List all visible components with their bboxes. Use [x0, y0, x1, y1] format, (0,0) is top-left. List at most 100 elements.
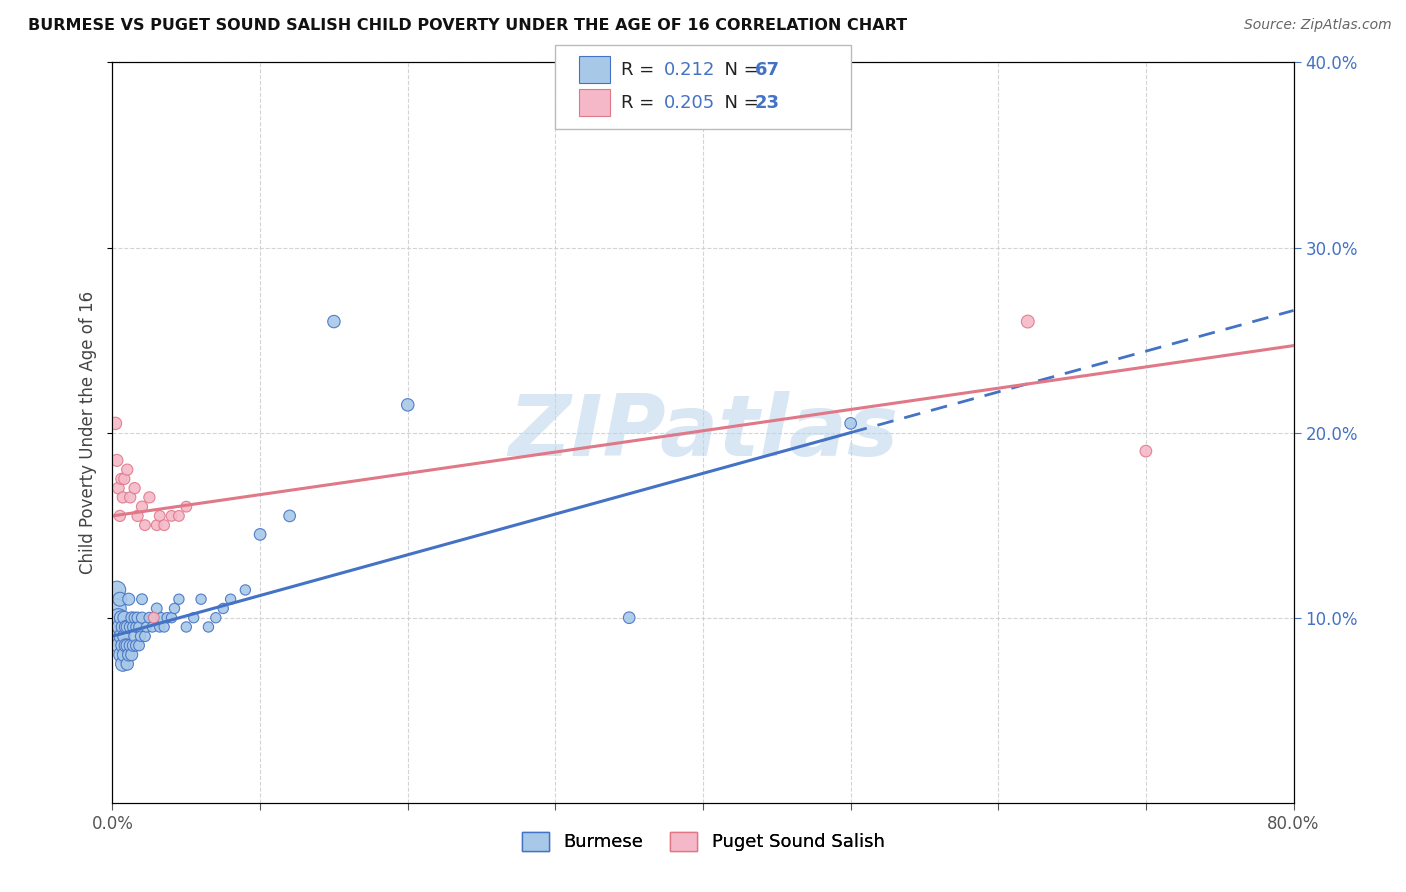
Text: 0.205: 0.205 [664, 94, 714, 112]
Point [105, 453, 128, 467]
Point [156, 610, 179, 624]
Point [127, 610, 149, 624]
Point [1135, 444, 1157, 458]
Point [112, 472, 135, 486]
Point [167, 508, 190, 523]
Point [146, 601, 169, 615]
Text: N =: N = [713, 61, 765, 78]
Point [111, 620, 134, 634]
Point [128, 639, 150, 653]
Text: BURMESE VS PUGET SOUND SALISH CHILD POVERTY UNDER THE AGE OF 16 CORRELATION CHAR: BURMESE VS PUGET SOUND SALISH CHILD POVE… [28, 18, 907, 33]
Point [111, 639, 134, 653]
Point [118, 592, 141, 607]
Point [134, 518, 156, 533]
Point [146, 518, 169, 533]
Point [110, 648, 132, 662]
Point [110, 472, 132, 486]
Point [127, 508, 149, 523]
Point [124, 481, 146, 495]
Point [839, 417, 862, 431]
Point [131, 610, 153, 624]
Point [138, 491, 160, 505]
Point [104, 417, 127, 431]
Point [117, 462, 138, 476]
Point [141, 620, 163, 634]
Point [104, 620, 127, 634]
Point [110, 610, 132, 624]
Point [117, 620, 138, 634]
Point [105, 582, 128, 597]
Point [396, 398, 419, 412]
Text: ZIPatlas: ZIPatlas [508, 391, 898, 475]
Point [1017, 314, 1039, 328]
Point [160, 610, 183, 624]
Point [121, 610, 143, 624]
Point [149, 508, 172, 523]
Point [134, 629, 156, 643]
Point [117, 657, 138, 671]
Point [121, 648, 143, 662]
Point [120, 491, 142, 505]
Point [619, 610, 641, 624]
Point [129, 629, 152, 643]
Point [105, 601, 128, 615]
Point [122, 620, 145, 634]
Y-axis label: Child Poverty Under the Age of 16: Child Poverty Under the Age of 16 [79, 291, 97, 574]
Point [197, 620, 219, 634]
Point [167, 592, 190, 607]
Point [118, 648, 141, 662]
Point [131, 592, 153, 607]
Point [110, 629, 132, 643]
Point [107, 481, 129, 495]
Point [212, 601, 235, 615]
Point [124, 610, 146, 624]
Point [114, 620, 136, 634]
Point [112, 610, 135, 624]
Point [153, 620, 176, 634]
Point [131, 500, 153, 514]
Point [278, 508, 301, 523]
Point [174, 500, 197, 514]
Point [122, 639, 145, 653]
Point [249, 527, 271, 541]
Point [107, 629, 129, 643]
Text: R =: R = [621, 94, 661, 112]
Point [112, 648, 135, 662]
Text: N =: N = [713, 94, 765, 112]
Point [124, 629, 146, 643]
Point [125, 639, 148, 653]
Point [149, 620, 172, 634]
Point [150, 610, 173, 624]
Point [135, 620, 157, 634]
Text: 0.212: 0.212 [664, 61, 716, 78]
Point [120, 620, 142, 634]
Point [128, 620, 150, 634]
Point [125, 620, 148, 634]
Point [138, 610, 160, 624]
Point [160, 508, 183, 523]
Point [111, 657, 134, 671]
Point [117, 639, 138, 653]
Point [153, 518, 176, 533]
Point [219, 592, 242, 607]
Point [183, 610, 205, 624]
Point [174, 620, 197, 634]
Point [190, 592, 212, 607]
Point [108, 620, 131, 634]
Text: Source: ZipAtlas.com: Source: ZipAtlas.com [1244, 18, 1392, 32]
Legend: Burmese, Puget Sound Salish: Burmese, Puget Sound Salish [513, 823, 893, 861]
Point [142, 610, 165, 624]
Text: 23: 23 [755, 94, 780, 112]
Point [120, 639, 142, 653]
Point [163, 601, 186, 615]
Point [111, 491, 134, 505]
Point [114, 639, 136, 653]
Point [108, 508, 131, 523]
Point [205, 610, 228, 624]
Text: 67: 67 [755, 61, 780, 78]
Point [108, 592, 131, 607]
Point [107, 610, 129, 624]
Text: R =: R = [621, 61, 661, 78]
Point [323, 314, 346, 328]
Point [112, 629, 135, 643]
